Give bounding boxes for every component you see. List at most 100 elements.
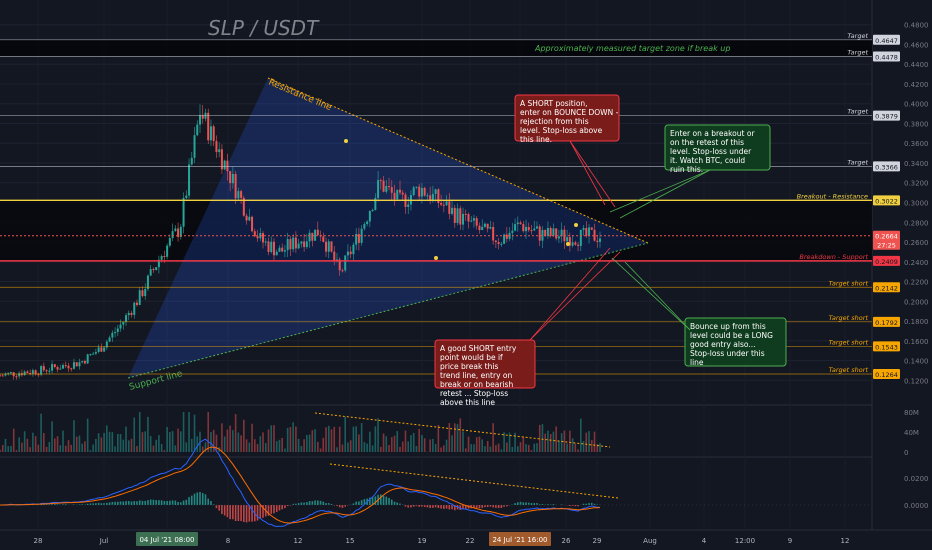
candle-body <box>541 229 544 241</box>
price-level-badge <box>873 282 900 293</box>
candle-body <box>588 227 591 236</box>
macd-histogram-bar <box>103 503 105 505</box>
candle-body <box>78 362 81 367</box>
macd-histogram-bar <box>286 505 289 507</box>
volume-bar <box>580 418 582 452</box>
candle-body <box>546 228 549 236</box>
macd-histogram-bar <box>237 505 240 522</box>
volume-bar <box>437 424 440 452</box>
candle-body <box>281 247 284 252</box>
macd-histogram-bar <box>297 503 300 505</box>
volume-bar <box>21 442 23 452</box>
macd-histogram-bar <box>243 505 245 523</box>
candle-body <box>483 223 486 227</box>
candle-body <box>34 370 37 375</box>
candle-body <box>560 229 563 237</box>
volume-bar <box>10 445 12 452</box>
volume-bar <box>393 435 396 452</box>
volume-bar <box>59 445 62 452</box>
volume-tick-label: 0 <box>904 449 908 457</box>
candle-body <box>533 228 536 231</box>
macd-histogram-bar <box>223 505 226 516</box>
volume-bar <box>136 446 138 452</box>
price-tick-label: 0.3200 <box>904 180 929 188</box>
volume-bar <box>286 427 289 452</box>
macd-histogram-bar <box>495 505 497 508</box>
volume-bar <box>15 450 18 452</box>
candle-body <box>585 228 588 236</box>
marker-dot <box>574 223 578 227</box>
volume-bar <box>421 434 423 452</box>
candle-body <box>182 198 185 227</box>
macd-histogram-bar <box>210 500 212 505</box>
price-tick-label: 0.4400 <box>904 61 929 69</box>
candle-body <box>220 149 223 170</box>
candle-body <box>538 226 541 241</box>
price-tick-label: 0.1600 <box>904 338 929 346</box>
volume-bar <box>264 442 267 452</box>
price-level-badge <box>873 110 900 121</box>
volume-bar <box>75 436 78 452</box>
macd-histogram-bar <box>385 496 388 505</box>
macd-histogram-bar <box>182 500 185 505</box>
volume-bar <box>432 438 434 452</box>
macd-histogram-bar <box>133 500 136 505</box>
macd-histogram-bar <box>338 505 341 508</box>
candle-body <box>500 243 503 245</box>
volume-bar <box>599 443 601 452</box>
candle-body <box>333 251 336 262</box>
candle-body <box>70 368 73 370</box>
macd-histogram-bar <box>432 505 434 508</box>
volume-bar <box>380 446 382 452</box>
volume-bar <box>232 430 234 452</box>
volume-bar <box>366 443 368 452</box>
volume-bar <box>311 430 314 452</box>
short-bottom-note-bg <box>434 339 536 389</box>
short-bottom-note-text: point would be if <box>440 353 503 362</box>
candle-body <box>303 241 306 248</box>
volume-bar <box>234 414 237 452</box>
candle-body <box>155 267 158 271</box>
macd-histogram-bar <box>434 505 437 508</box>
candle-body <box>94 352 97 354</box>
macd-histogram-bar <box>517 502 519 505</box>
candle-body <box>377 180 380 198</box>
macd-histogram-bar <box>390 499 393 505</box>
candle-body <box>459 208 462 225</box>
candle-body <box>582 228 585 230</box>
volume-bar <box>308 434 311 452</box>
candle-body <box>177 228 180 237</box>
volume-bar <box>544 433 547 452</box>
macd-histogram-bar <box>64 504 67 505</box>
volume-bar <box>43 433 45 452</box>
volume-bars <box>0 412 611 452</box>
price-level-badge <box>873 34 900 45</box>
volume-bar <box>338 426 341 452</box>
volume-bar <box>456 424 459 452</box>
macd-histogram-bar <box>577 505 579 507</box>
time-tick-label: 04 Jul '21 08:00 <box>139 536 194 544</box>
candle-body <box>1 375 4 377</box>
volume-bar <box>569 430 571 452</box>
macd-histogram-bar <box>574 505 577 507</box>
macd-histogram-bar <box>421 505 423 507</box>
candle-body <box>445 201 448 206</box>
price-tick-label: 0.1800 <box>904 318 929 326</box>
candle-body <box>64 365 67 367</box>
candle-body <box>470 220 473 222</box>
price-level-label: Target short <box>829 366 869 374</box>
candle-body <box>42 366 45 371</box>
macd-histogram-bar <box>500 505 503 508</box>
macd-tick-label: 0.0200 <box>904 475 929 483</box>
macd-histogram-bar <box>374 496 377 505</box>
volume-bar <box>582 441 585 452</box>
volume-bar <box>459 418 462 452</box>
candle-body <box>316 229 319 236</box>
triangle-fill <box>128 78 648 378</box>
candle-body <box>577 244 580 246</box>
volume-bar <box>385 436 388 452</box>
macd-histogram-bar <box>111 501 114 505</box>
volume-bar <box>212 429 215 452</box>
macd-histogram-bar <box>177 501 179 505</box>
